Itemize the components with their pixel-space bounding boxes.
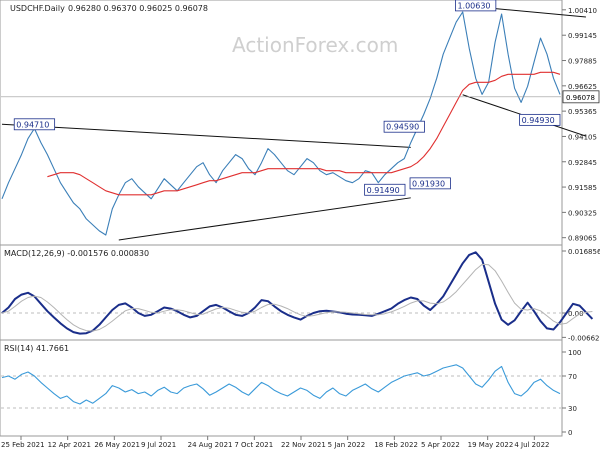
y-tick-label: 0.99145	[568, 32, 597, 40]
annotation-label: 0.94710	[16, 120, 49, 129]
signal-line	[1, 263, 593, 332]
y-tick-label: 0.90325	[568, 209, 597, 217]
y-tick-label: -0.006629	[568, 334, 600, 342]
x-tick-label: 18 Feb 2022	[374, 441, 418, 449]
watermark: ActionForex.com	[232, 33, 398, 57]
x-tick-label: 5 Jan 2022	[328, 441, 366, 449]
macd-y-ticks: 0.016856 0.00 -0.006629	[1, 248, 600, 342]
macd-panel-title: MACD(12,26,9) -0.001576 0.000830	[4, 249, 149, 258]
ohlc-header: 0.96280 0.96370 0.96025 0.96078	[68, 4, 208, 13]
y-tick-label: 0.89065	[568, 235, 597, 243]
y-tick-label: 30	[568, 405, 577, 413]
macd-line	[1, 251, 594, 335]
x-axis: 25 Feb 2021 12 Apr 2021 26 May 2021 9 Jul 2…	[1, 436, 550, 449]
x-tick-label: 12 Apr 2021	[48, 441, 91, 449]
current-price-marker: 0.96078	[1, 90, 600, 104]
current-price-box	[562, 90, 600, 104]
y-tick-label: 0.96625	[568, 83, 597, 91]
annotation-box	[364, 183, 406, 196]
x-tick-label: 26 May 2021	[94, 441, 140, 449]
y-tick-label: 70	[568, 373, 577, 381]
price-line	[1, 11, 561, 236]
price-series	[1, 11, 561, 236]
y-tick-label: 0	[568, 429, 572, 437]
annotation-box	[409, 177, 451, 190]
y-tick-label: 0.92845	[568, 159, 597, 167]
price-panel: USDCHF.Daily 0.96280 0.96370 0.96025 0.9…	[0, 0, 600, 246]
annotation-label: 0.94930	[522, 116, 555, 125]
y-tick-label: 0.94105	[568, 133, 597, 141]
x-tick-label: 9 Jul 2021	[141, 441, 176, 449]
upper-channel-trendline	[1, 123, 411, 148]
price-annotations: 0.94710 0.94590 0.91490 0.91930 1.00630 0.949…	[13, 0, 561, 196]
y-tick-label: 100	[568, 349, 581, 357]
rsi-series	[1, 364, 561, 405]
y-tick-label: 0.016856	[568, 248, 600, 256]
x-tick-label: 4 Jul 2022	[514, 441, 549, 449]
y-tick-label: 1.00410	[568, 7, 597, 15]
annotation-label: 0.91930	[412, 179, 445, 188]
annotation-box	[519, 113, 561, 126]
macd-panel: MACD(12,26,9) -0.001576 0.000830 0.01685…	[0, 244, 600, 342]
x-tick-label: 19 May 2022	[468, 441, 514, 449]
price-panel-title: USDCHF.Daily	[10, 4, 65, 13]
rsi-panel-title: RSI(14) 41.7661	[4, 344, 69, 353]
macd-series	[1, 251, 594, 335]
annotation-box	[383, 120, 425, 133]
annotation-box	[455, 0, 497, 12]
annotation-label: 0.91490	[367, 186, 400, 195]
rsi-y-ticks: 100 70 30 0	[1, 349, 581, 437]
current-price-label: 0.96078	[566, 94, 595, 102]
annotation-box	[13, 118, 56, 131]
annotation-label: 0.94590	[386, 123, 419, 132]
lower-channel-trendline	[118, 197, 411, 241]
rsi-panel-frame	[0, 339, 563, 437]
price-y-ticks: 1.00410 0.99145 0.97885 0.96625 0.95365 0.941…	[562, 7, 597, 243]
x-tick-label: 7 Oct 2021	[234, 441, 273, 449]
y-tick-label: 0.95365	[568, 108, 597, 116]
x-tick-label: 5 Apr 2022	[421, 441, 460, 449]
x-tick-label: 24 Aug 2021	[188, 441, 233, 449]
macd-panel-frame	[0, 244, 563, 341]
x-tick-label: 25 Feb 2021	[1, 441, 45, 449]
x-tick-label: 22 Nov 2021	[281, 441, 326, 449]
y-tick-label: 0.00	[568, 310, 584, 318]
y-tick-label: 0.97885	[568, 58, 597, 66]
moving-average-line	[47, 71, 561, 196]
annotation-label: 1.00630	[457, 1, 490, 10]
rsi-line	[1, 364, 561, 405]
rsi-panel: RSI(14) 41.7661 100 70 30 0	[0, 339, 581, 437]
y-tick-label: 0.91585	[568, 184, 597, 192]
